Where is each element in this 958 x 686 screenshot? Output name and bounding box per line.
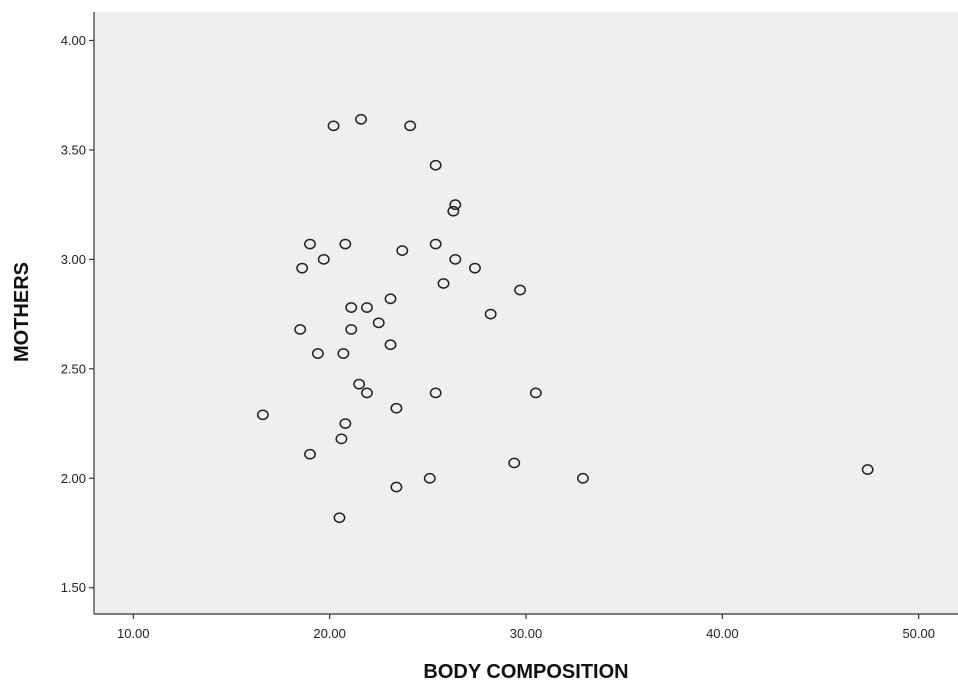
data-point xyxy=(390,402,403,414)
data-point xyxy=(360,302,373,313)
data-point xyxy=(345,324,358,335)
data-point xyxy=(396,245,409,256)
data-point xyxy=(384,293,397,305)
data-point xyxy=(429,387,442,399)
data-point xyxy=(333,512,346,524)
data-point xyxy=(468,262,481,274)
data-point xyxy=(339,418,352,429)
data-point xyxy=(256,409,269,421)
x-tick-label: 50.00 xyxy=(902,626,935,641)
data-point xyxy=(384,339,397,351)
data-point xyxy=(327,120,340,132)
data-point xyxy=(294,324,307,335)
data-point xyxy=(335,433,348,445)
y-tick-label: 4.00 xyxy=(61,33,86,48)
x-tick-label: 20.00 xyxy=(313,626,346,641)
data-point xyxy=(304,238,316,250)
data-point xyxy=(437,278,450,289)
y-axis-title: MOTHERS xyxy=(11,262,33,362)
data-point xyxy=(404,120,417,132)
plot-area xyxy=(94,12,958,614)
data-point xyxy=(423,472,436,484)
data-point xyxy=(514,284,527,296)
data-point xyxy=(345,302,358,313)
y-tick-label: 3.00 xyxy=(61,252,86,267)
data-point xyxy=(447,205,460,217)
data-point xyxy=(317,254,330,265)
y-tick-label: 1.50 xyxy=(61,580,86,595)
data-point xyxy=(449,199,462,210)
x-axis-title: BODY COMPOSITION xyxy=(423,661,628,683)
y-tick-label: 2.00 xyxy=(61,471,86,486)
data-point xyxy=(429,159,442,171)
x-tick-label: 40.00 xyxy=(706,626,739,641)
data-point xyxy=(360,387,373,399)
data-point xyxy=(484,308,497,320)
data-point xyxy=(861,464,874,475)
data-point xyxy=(576,472,589,484)
data-points xyxy=(256,113,874,524)
y-axis-ticks: 1.50 2.00 2.50 3.00 3.50 4.00 xyxy=(61,33,94,595)
data-point xyxy=(304,448,316,460)
data-point xyxy=(311,348,324,359)
data-point xyxy=(529,387,542,399)
data-point xyxy=(508,457,521,469)
data-point xyxy=(429,238,442,250)
data-point xyxy=(353,378,366,390)
x-tick-label: 10.00 xyxy=(117,626,150,641)
data-point xyxy=(337,348,350,359)
data-point xyxy=(390,481,403,493)
data-point xyxy=(449,254,462,265)
y-tick-label: 2.50 xyxy=(61,361,86,376)
data-point xyxy=(339,238,352,250)
x-tick-label: 30.00 xyxy=(510,626,543,641)
data-point xyxy=(355,113,368,125)
data-point xyxy=(372,317,385,329)
data-point xyxy=(296,262,309,274)
x-axis-ticks: 10.00 20.00 30.00 40.00 50.00 xyxy=(117,614,935,641)
y-tick-label: 3.50 xyxy=(61,142,86,157)
